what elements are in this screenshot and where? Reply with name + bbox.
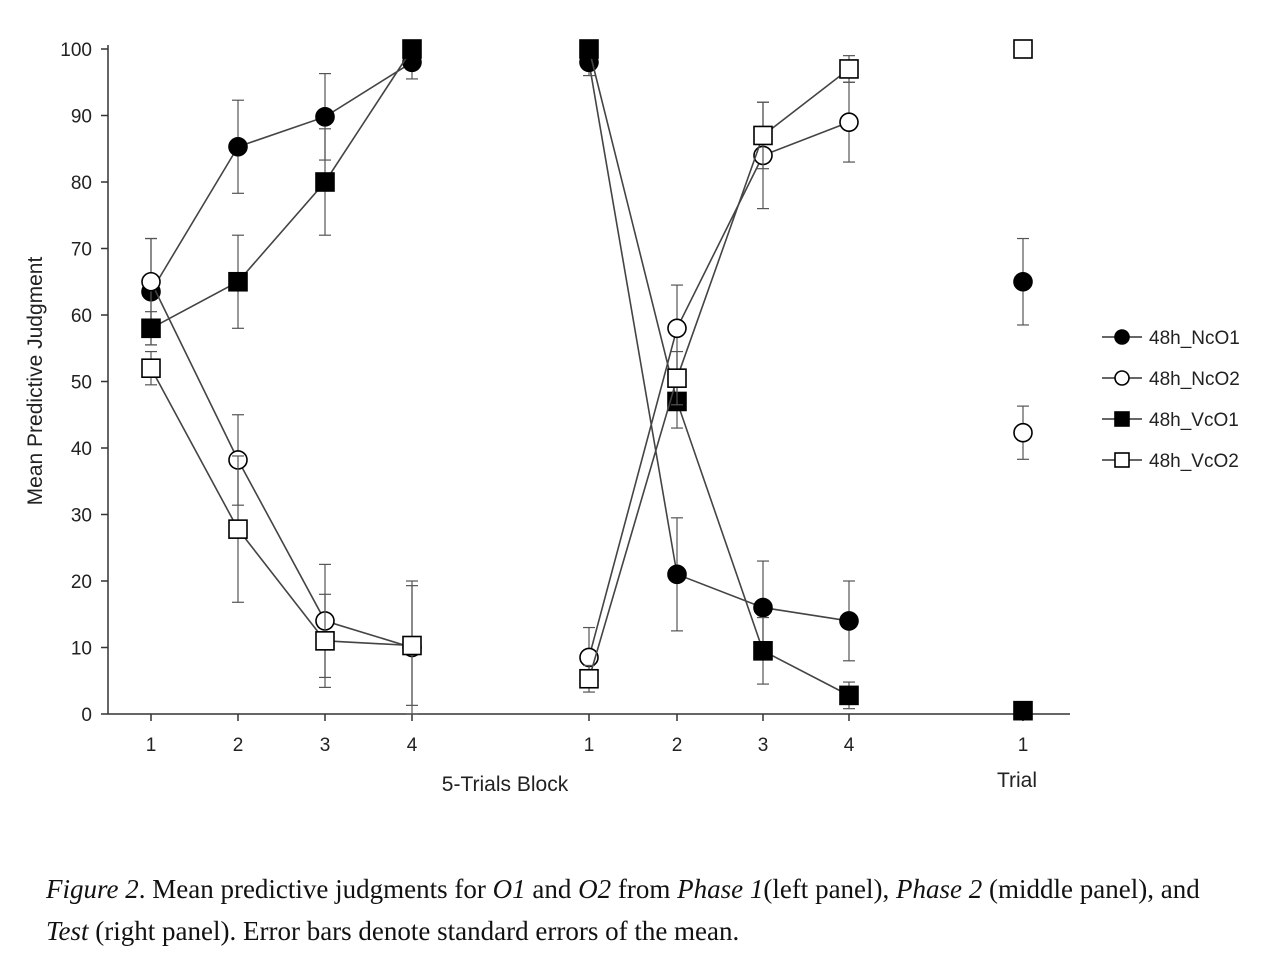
series-line	[588, 121, 850, 658]
axes: 0 10 20 30 40 50 60 70 80 90 100 1 2 3 4 1 2 3 4 1	[60, 40, 1070, 756]
legend-label: 48h_VcO2	[1149, 451, 1239, 472]
series-48h_NcO2-phase-2	[579, 81, 859, 689]
caption-fragment: Test	[46, 916, 89, 946]
y-tick-label: 100	[60, 40, 92, 61]
chart: 0 10 20 30 40 50 60 70 80 90 100 1 2 3 4 1 2 3 4 1 48h_NcO1…	[24, 39, 1240, 796]
y-tick-label: 60	[71, 306, 92, 327]
data-point	[315, 631, 335, 651]
data-point	[579, 39, 599, 59]
series-48h_NcO1-phase-1	[141, 48, 422, 346]
data-point	[753, 641, 773, 661]
x-tick-label: 3	[320, 735, 331, 756]
legend: 48h_NcO1 48h_NcO2 48h_VcO1 48h_VcO2	[1102, 328, 1240, 472]
legend-label: 48h_VcO1	[1149, 410, 1239, 431]
series-48h_VcO1-phase-2	[579, 39, 859, 710]
data-point	[1013, 700, 1033, 721]
legend-label: 48h_NcO1	[1149, 328, 1240, 349]
caption-fragment: Phase 2	[896, 874, 983, 904]
series-line	[588, 68, 850, 679]
x-tick-label: 1	[146, 735, 157, 756]
legend-label: 48h_NcO2	[1149, 369, 1240, 390]
data-point	[753, 125, 773, 146]
series-line	[588, 48, 850, 697]
data-point	[667, 368, 687, 388]
legend-marker	[1114, 329, 1130, 345]
caption-fragment: O1	[492, 874, 526, 904]
data-point	[579, 668, 599, 689]
data-point	[667, 564, 687, 585]
x-axis-label-trial: Trial	[997, 769, 1037, 792]
series-48h_VcO1-test	[1013, 700, 1033, 721]
x-tick-label: 1	[1018, 735, 1029, 756]
series-line	[150, 367, 413, 647]
data-point	[839, 59, 859, 79]
data-point	[839, 611, 859, 631]
y-tick-label: 80	[71, 173, 92, 194]
data-point	[141, 318, 161, 339]
series-line	[150, 48, 413, 330]
legend-entry: 48h_VcO1	[1102, 410, 1239, 431]
legend-marker	[1114, 370, 1130, 386]
y-tick-label: 0	[81, 705, 92, 726]
figure-caption: Figure 2. Mean predictive judgments for …	[46, 868, 1246, 952]
x-tick-label: 1	[584, 735, 595, 756]
legend-entry: 48h_NcO1	[1102, 328, 1240, 349]
data-point	[839, 685, 859, 706]
series-layer	[141, 39, 1033, 721]
legend-marker	[1114, 452, 1130, 468]
data-point	[141, 358, 161, 379]
data-point	[839, 112, 859, 132]
data-point	[753, 597, 773, 618]
series-48h_NcO2-test	[1013, 405, 1033, 460]
data-point	[315, 107, 335, 127]
y-tick-label: 20	[71, 572, 92, 593]
caption-fragment: Figure 2	[46, 874, 139, 904]
series-48h_VcO1-phase-1	[141, 39, 422, 346]
y-axis-label: Mean Predictive Judgment	[24, 257, 47, 506]
legend-marker	[1114, 411, 1130, 427]
y-tick-label: 90	[71, 107, 92, 128]
series-line	[150, 281, 413, 649]
y-tick-label: 30	[71, 506, 92, 527]
caption-fragment: O2	[578, 874, 612, 904]
y-tick-label: 10	[71, 639, 92, 660]
series-line	[150, 61, 413, 293]
legend-entry: 48h_NcO2	[1102, 369, 1240, 390]
caption-fragment: (middle panel), and	[982, 874, 1200, 904]
data-point	[402, 39, 422, 59]
y-tick-label: 40	[71, 439, 92, 460]
y-tick-label: 70	[71, 240, 92, 261]
x-axis-label-blocks: 5-Trials Block	[442, 773, 569, 796]
series-48h_VcO2-test	[1013, 39, 1033, 59]
caption-fragment: from	[611, 874, 678, 904]
data-point	[1013, 422, 1033, 443]
series-48h_VcO2-phase-2	[579, 55, 859, 693]
data-point	[402, 635, 422, 656]
caption-fragment: Phase 1	[677, 874, 764, 904]
series-line	[588, 62, 850, 622]
caption-fragment: . Mean predictive judgments for	[138, 874, 493, 904]
x-tick-label: 2	[233, 735, 244, 756]
legend-entry: 48h_VcO2	[1102, 451, 1239, 472]
data-point	[1013, 39, 1033, 59]
series-48h_VcO2-phase-1	[141, 350, 422, 706]
data-point	[228, 136, 248, 157]
data-point	[1013, 271, 1033, 292]
data-point	[228, 519, 248, 539]
data-point	[141, 271, 161, 292]
x-tick-label: 3	[758, 735, 769, 756]
caption-fragment: (left panel),	[763, 874, 897, 904]
data-point	[667, 318, 687, 339]
data-point	[228, 271, 248, 292]
x-tick-label: 4	[844, 735, 855, 756]
x-tick-label: 2	[672, 735, 683, 756]
y-tick-label: 50	[71, 373, 92, 394]
caption-fragment: and	[525, 874, 579, 904]
series-48h_NcO1-test	[1013, 237, 1033, 326]
data-point	[315, 172, 335, 192]
caption-fragment: (right panel). Error bars denote standar…	[88, 916, 740, 946]
x-tick-label: 4	[407, 735, 418, 756]
